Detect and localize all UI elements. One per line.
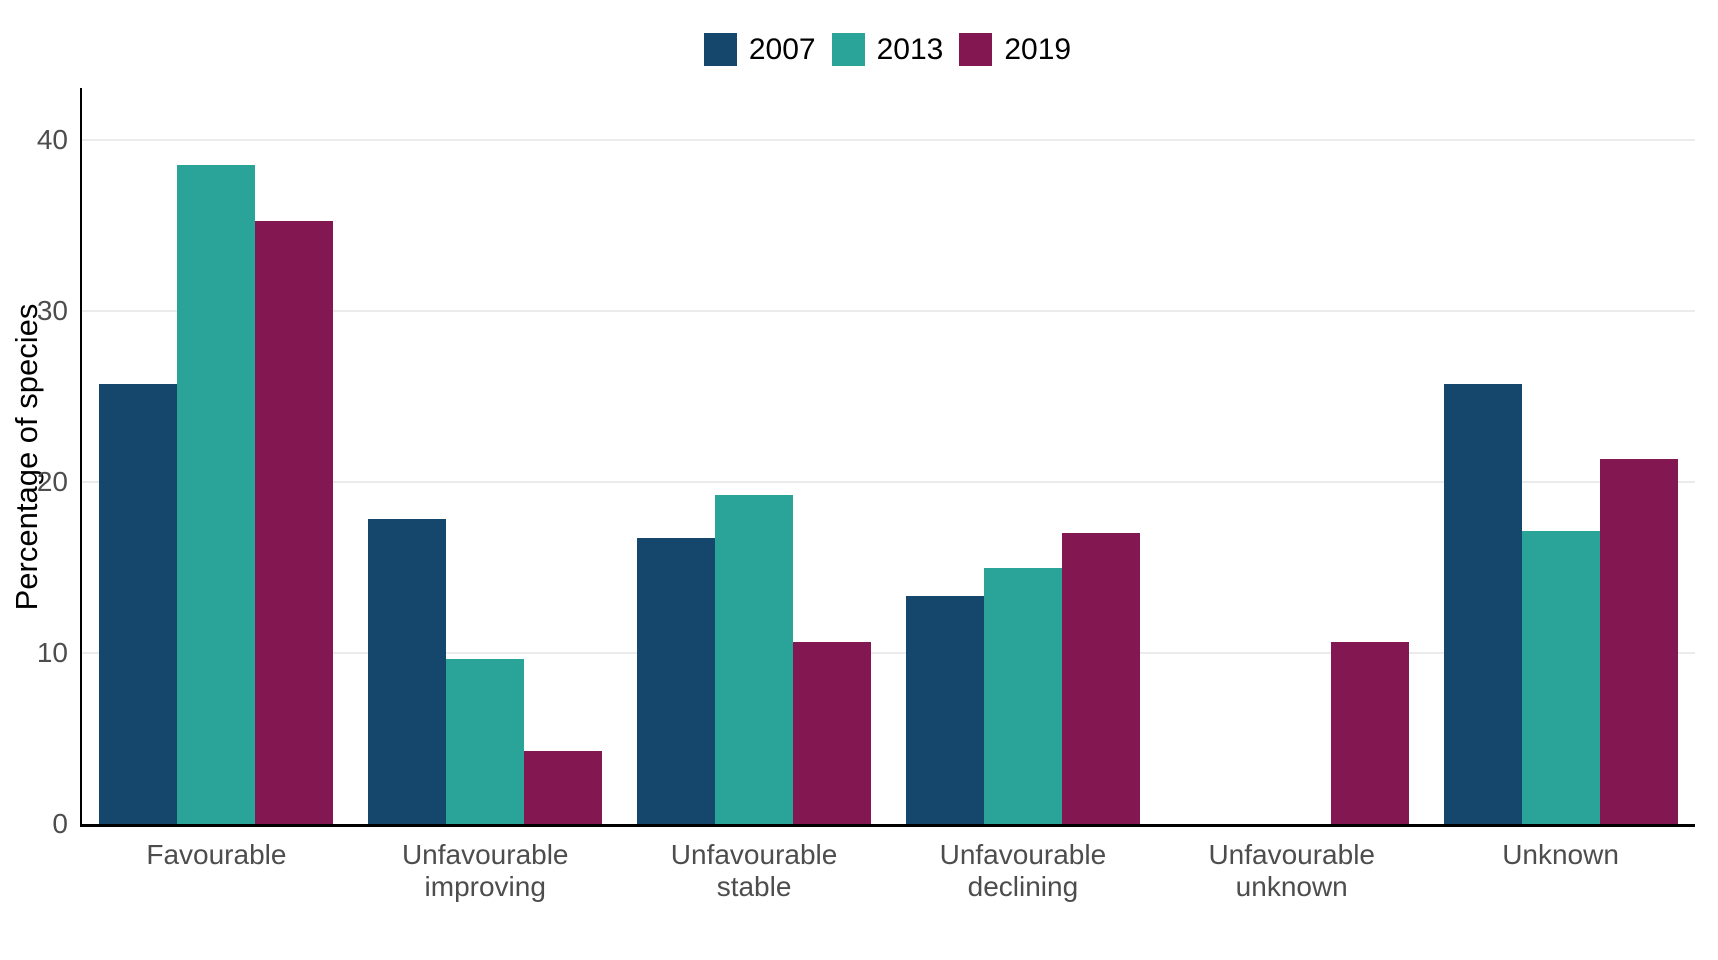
bar-2007-favourable [99,384,178,824]
bar-group-unfavourable-unknown [1157,88,1426,824]
y-tick-label-10: 10 [36,636,68,668]
bar-2019-unknown [1599,459,1678,824]
bar-2013-unfavourable-declining [983,568,1062,824]
plot-area: 0 10 20 30 40 Favourable Unfavourable improvi… [37,88,1695,902]
bar-group-unfavourable-stable [620,88,889,824]
bar-2007-unfavourable-improving [368,519,447,824]
y-tick-label-20: 20 [36,465,68,497]
bar-2013-unfavourable-improving [446,658,525,824]
bar-2013-unfavourable-stable [715,495,794,824]
bar-group-unfavourable-improving [351,88,620,824]
bar-group-unfavourable-declining [888,88,1157,824]
x-axis-label-unknown: Unknown [1502,839,1619,870]
legend-label-2019: 2019 [1004,32,1072,66]
legend-label-2013: 2013 [876,32,944,66]
gridline-20 [82,480,1695,483]
bar-2019-unfavourable-improving [524,750,603,824]
bar-2007-unfavourable-stable [637,537,716,824]
bar-2007-unfavourable-declining [905,595,984,824]
bar-2019-unfavourable-unknown [1330,641,1409,824]
x-axis-label-unfavourable-stable: Unfavourable stable [670,839,838,903]
bar-2019-unfavourable-stable [793,641,872,824]
legend-item-2013: 2013 [831,32,944,66]
legend-swatch-2019 [959,33,993,66]
gridline-10 [82,651,1695,654]
legend-label-2007: 2007 [748,32,816,66]
legend-swatch-2013 [831,33,865,66]
bar-2019-favourable [255,220,334,824]
gridline-30 [82,309,1695,312]
bar-2013-favourable [177,164,256,824]
x-axis-label-unfavourable-declining: Unfavourable declining [939,839,1107,903]
x-axis-label-unfavourable-improving: Unfavourable improving [401,839,569,903]
bar-2013-unknown [1521,530,1600,824]
y-tick-label-30: 30 [36,294,68,326]
gridline-40 [82,138,1695,141]
x-axis-label-favourable: Favourable [146,839,287,870]
bar-2019-unfavourable-declining [1061,532,1140,824]
legend-swatch-2007 [703,33,737,66]
legend-item-2007: 2007 [703,32,816,66]
legend-item-2019: 2019 [959,33,1071,66]
x-axis-labels: Favourable Unfavourable improving Unfavour… [82,839,1695,903]
bar-group-unknown [1426,88,1695,824]
y-axis-title: Percentage of species [9,303,44,611]
chart-legend: 2007 2013 2019 [80,33,1695,66]
y-tick-label-40: 40 [36,123,68,155]
bar-group-favourable [82,88,351,824]
y-tick-label-0: 0 [52,808,68,839]
bars-layer [82,88,1695,824]
bar-2007-unknown [1443,384,1522,824]
x-axis-label-unfavourable-unknown: Unfavourable unknown [1208,839,1375,903]
